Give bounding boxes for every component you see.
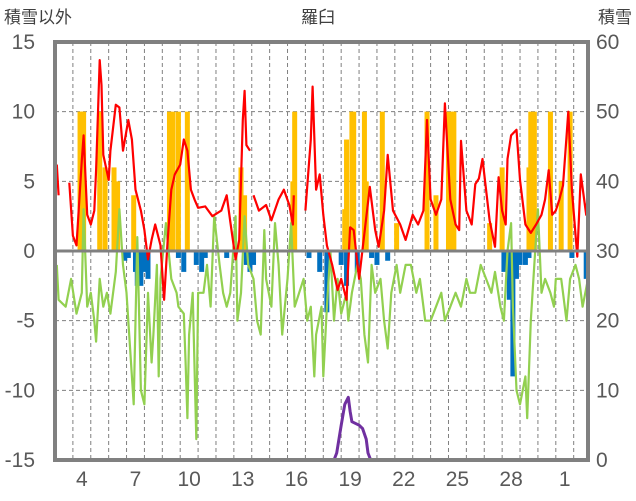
y-left-tick-label: 5 xyxy=(23,170,35,193)
orange-bars-bar xyxy=(111,167,117,251)
orange-bars-bar xyxy=(102,167,108,251)
x-tick-label: 28 xyxy=(499,468,522,491)
x-tick-label: 16 xyxy=(285,468,308,491)
y-right-tick-label: 40 xyxy=(596,170,619,193)
line-series xyxy=(55,59,590,462)
plot-frame xyxy=(53,40,590,462)
orange-bars-bar xyxy=(451,111,457,252)
y-right-tick-label: 30 xyxy=(596,240,619,263)
y-right-tick-label: 60 xyxy=(596,31,619,54)
y-left-tick-label: -15 xyxy=(5,449,35,472)
orange-bars-bar xyxy=(81,111,87,252)
right-axis-label: 積雪 xyxy=(598,8,632,28)
blue-bars-bar xyxy=(506,251,512,300)
blue-bars-bar xyxy=(306,251,312,258)
x-tick-label: 22 xyxy=(392,468,415,491)
blue-bars-bar xyxy=(324,251,330,313)
y-left-tick-label: 10 xyxy=(12,101,35,124)
orange-bars-bar xyxy=(175,111,181,252)
orange-bars-bar xyxy=(292,111,298,252)
orange-bars-bar xyxy=(379,111,385,252)
blue-bars-bar xyxy=(202,251,208,258)
blue-bars-bar xyxy=(199,251,205,272)
green-line xyxy=(55,208,590,441)
orange-bars-bar xyxy=(394,223,400,251)
blue-bars-bar xyxy=(513,251,519,279)
x-tick-label: 10 xyxy=(177,468,200,491)
blue-bars-bar xyxy=(317,251,323,272)
x-tick-label: 4 xyxy=(76,468,88,491)
y-left-tick-label: -10 xyxy=(5,379,35,402)
orange-bars-bar xyxy=(131,195,137,251)
orange-bars-bar xyxy=(344,139,350,251)
blue-bars-bar xyxy=(224,251,230,258)
orange-bars-bar xyxy=(433,195,439,251)
orange-bars-bar xyxy=(351,111,357,252)
blue-bars-bar xyxy=(369,251,375,258)
y-right-tick-label: 0 xyxy=(596,449,608,472)
bar-series xyxy=(77,111,589,377)
orange-bars-bar xyxy=(487,223,493,251)
orange-bars-bar xyxy=(115,181,121,251)
orange-bars-bar xyxy=(424,111,430,252)
left-axis-label: 積雪以外 xyxy=(4,8,72,28)
orange-bars-bar xyxy=(531,111,537,252)
plot-border xyxy=(53,40,590,462)
y-left-tick-label: 15 xyxy=(12,31,35,54)
blue-bars-bar xyxy=(181,251,187,272)
blue-bars-bar xyxy=(175,251,181,258)
blue-bars-bar xyxy=(517,251,523,265)
orange-bars-bar xyxy=(184,111,190,252)
x-tick-label: 25 xyxy=(446,468,469,491)
x-tick-label: 13 xyxy=(231,468,254,491)
blue-bars-bar xyxy=(138,251,144,286)
blue-bars-bar xyxy=(125,251,131,258)
blue-bars-bar xyxy=(247,251,253,272)
y-left-tick-label: -5 xyxy=(16,310,35,333)
orange-bars-bar xyxy=(528,111,534,252)
purple-line xyxy=(55,395,588,462)
blue-bars-bar xyxy=(122,251,128,261)
chart-title: 羅臼 xyxy=(301,8,335,28)
x-tick-label: 1 xyxy=(559,468,571,491)
y-right-tick-label: 50 xyxy=(596,101,619,124)
y-left-tick-label: 0 xyxy=(23,240,35,263)
blue-bars-bar xyxy=(338,251,344,265)
x-tick-label: 7 xyxy=(130,468,142,491)
blue-bars-bar xyxy=(344,251,350,286)
blue-bars-bar xyxy=(251,251,257,265)
blue-bars-bar xyxy=(569,251,575,258)
y-right-tick-label: 10 xyxy=(596,379,619,402)
blue-bars-bar xyxy=(145,251,151,279)
blue-bars-bar xyxy=(526,251,532,258)
orange-bars-bar xyxy=(558,181,564,251)
blue-bars-bar xyxy=(501,251,507,272)
blue-bars-bar xyxy=(385,251,391,261)
orange-bars-bar xyxy=(97,111,103,252)
blue-bars-bar xyxy=(193,251,199,265)
blue-bars-bar xyxy=(522,251,528,265)
x-tick-label: 19 xyxy=(338,468,361,491)
y-right-tick-label: 20 xyxy=(596,310,619,333)
blue-bars-bar xyxy=(243,251,249,265)
orange-bars-bar xyxy=(166,111,172,252)
red-line xyxy=(55,59,590,301)
blue-bars-bar xyxy=(141,251,147,272)
blue-bars-bar xyxy=(374,251,380,265)
orange-bars-bar xyxy=(567,111,573,252)
